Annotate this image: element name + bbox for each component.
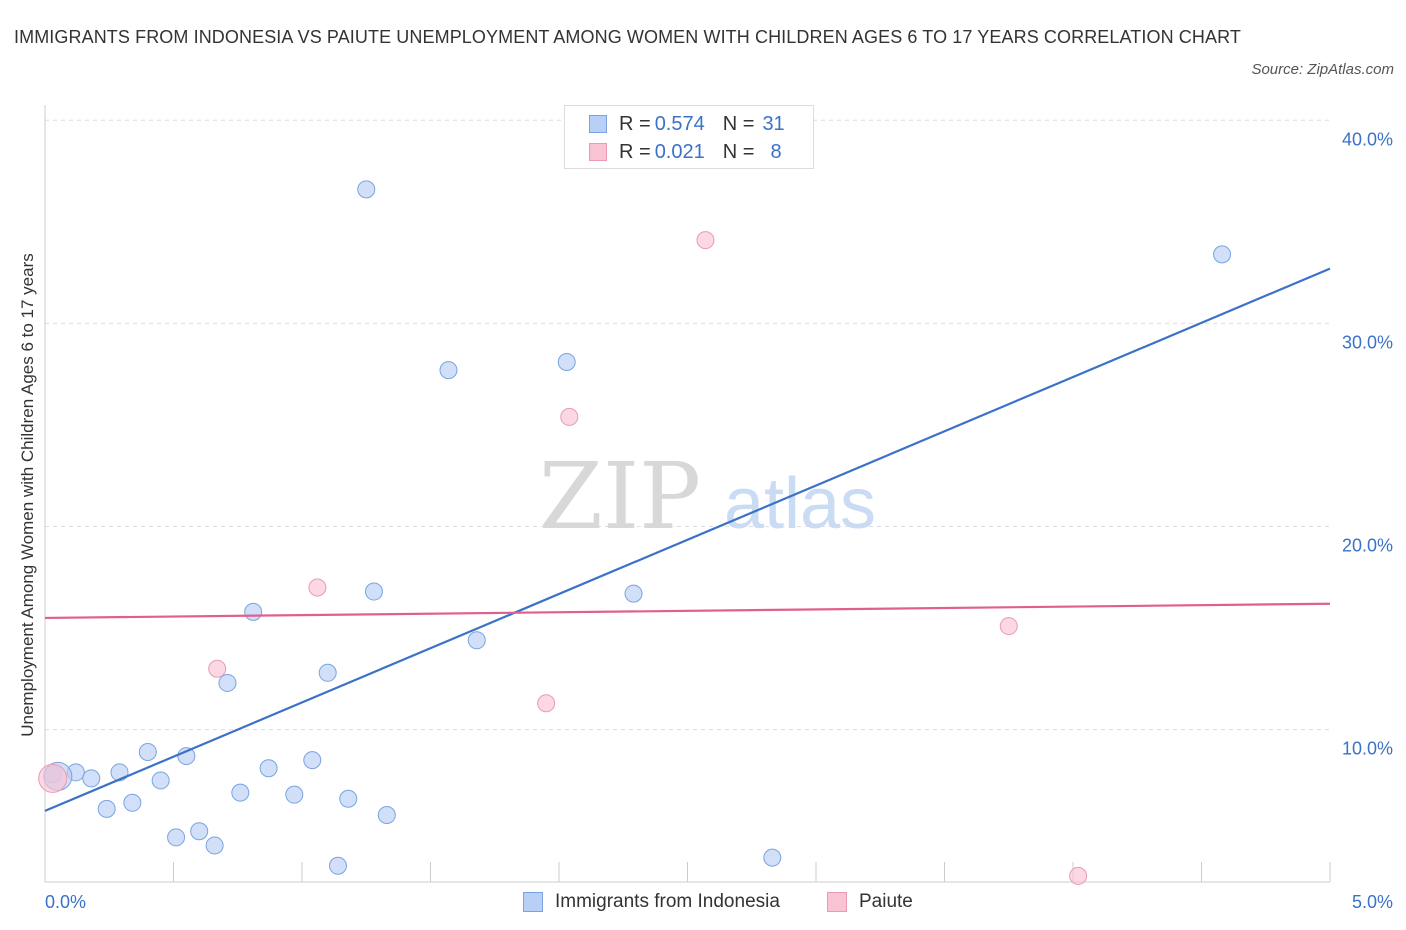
- indonesia-point: [244, 602, 263, 621]
- n-value: 8: [770, 140, 782, 163]
- indonesia-point: [151, 771, 170, 790]
- r-label: R =: [619, 112, 651, 135]
- trend-layer: [44, 267, 1331, 812]
- legend-label: Immigrants from Indonesia: [555, 891, 780, 912]
- y-axis-label: Unemployment Among Women with Children A…: [18, 253, 37, 737]
- pink-swatch: [827, 892, 847, 912]
- indonesia-point: [205, 836, 224, 855]
- r-label: R =: [619, 140, 651, 163]
- chart-title: IMMIGRANTS FROM INDONESIA VS PAIUTE UNEM…: [14, 27, 1241, 47]
- paiute-trend-line: [44, 602, 1331, 620]
- points-layer: [38, 180, 1232, 885]
- indonesia-point: [97, 799, 116, 818]
- indonesia-point: [167, 828, 186, 847]
- series-legend: Immigrants from Indonesia Paiute: [0, 888, 1406, 916]
- pink-swatch: [589, 143, 607, 161]
- r-value: 0.021: [654, 140, 705, 163]
- legend-item-indonesia[interactable]: Immigrants from Indonesia: [523, 891, 780, 913]
- paiute-point: [696, 231, 715, 250]
- indonesia-point: [557, 353, 576, 372]
- indonesia-point: [285, 785, 304, 804]
- indonesia-point: [259, 759, 278, 778]
- r-value: 0.574: [654, 112, 705, 135]
- blue-swatch: [523, 892, 543, 912]
- paiute-point: [537, 694, 556, 713]
- y-tick-label: 10.0%: [1342, 739, 1393, 759]
- indonesia-point: [328, 856, 347, 875]
- x-tick-label: 5.0%: [1352, 892, 1393, 912]
- paiute-point: [38, 763, 68, 793]
- indonesia-point: [123, 793, 142, 812]
- indonesia-point: [82, 769, 101, 788]
- indonesia-point: [357, 180, 376, 199]
- indonesia-point: [318, 663, 337, 682]
- y-tick-label: 30.0%: [1342, 332, 1393, 352]
- indonesia-point: [763, 848, 782, 867]
- paiute-point: [1069, 866, 1088, 885]
- indonesia-point: [1213, 245, 1232, 264]
- indonesia-point: [624, 584, 643, 603]
- paiute-point: [560, 407, 579, 426]
- paiute-point: [208, 659, 227, 678]
- indonesia-point: [218, 673, 237, 692]
- stats-legend: R = 0.574 N = 31 R = 0.021 N = 8: [564, 105, 814, 169]
- indonesia-point: [439, 361, 458, 380]
- blue-swatch: [589, 115, 607, 133]
- stats-legend-row-paiute: R = 0.021 N = 8: [589, 139, 782, 165]
- y-tick-label: 40.0%: [1342, 129, 1393, 149]
- indonesia-point: [303, 751, 322, 770]
- paiute-point: [999, 617, 1018, 636]
- indonesia-point: [231, 783, 250, 802]
- source-label: Source: ZipAtlas.com: [1251, 61, 1394, 78]
- paiute-point: [308, 578, 327, 597]
- y-tick-label: 20.0%: [1342, 536, 1393, 556]
- watermark-atlas: atlas: [724, 464, 876, 544]
- grid-layer: [45, 119, 1330, 731]
- indonesia-point: [467, 631, 486, 650]
- stats-legend-row-indonesia: R = 0.574 N = 31: [589, 111, 785, 137]
- indonesia-point: [190, 822, 209, 841]
- axis-layer: 10.0% 20.0% 30.0% 40.0% 0.0% 5.0%: [44, 105, 1393, 912]
- indonesia-point: [339, 789, 358, 808]
- x-tick-label: 0.0%: [45, 892, 86, 912]
- n-value: 31: [762, 112, 785, 135]
- indonesia-point: [364, 582, 383, 601]
- legend-item-paiute[interactable]: Paiute: [827, 891, 913, 913]
- watermark: ZIP atlas: [539, 443, 876, 550]
- indonesia-trend-line: [44, 267, 1331, 812]
- n-label: N =: [722, 140, 755, 163]
- indonesia-point: [377, 805, 396, 824]
- n-label: N =: [722, 112, 755, 135]
- watermark-zip: ZIP: [539, 443, 701, 550]
- indonesia-point: [138, 743, 157, 762]
- legend-label: Paiute: [859, 891, 913, 912]
- indonesia-point: [177, 747, 196, 766]
